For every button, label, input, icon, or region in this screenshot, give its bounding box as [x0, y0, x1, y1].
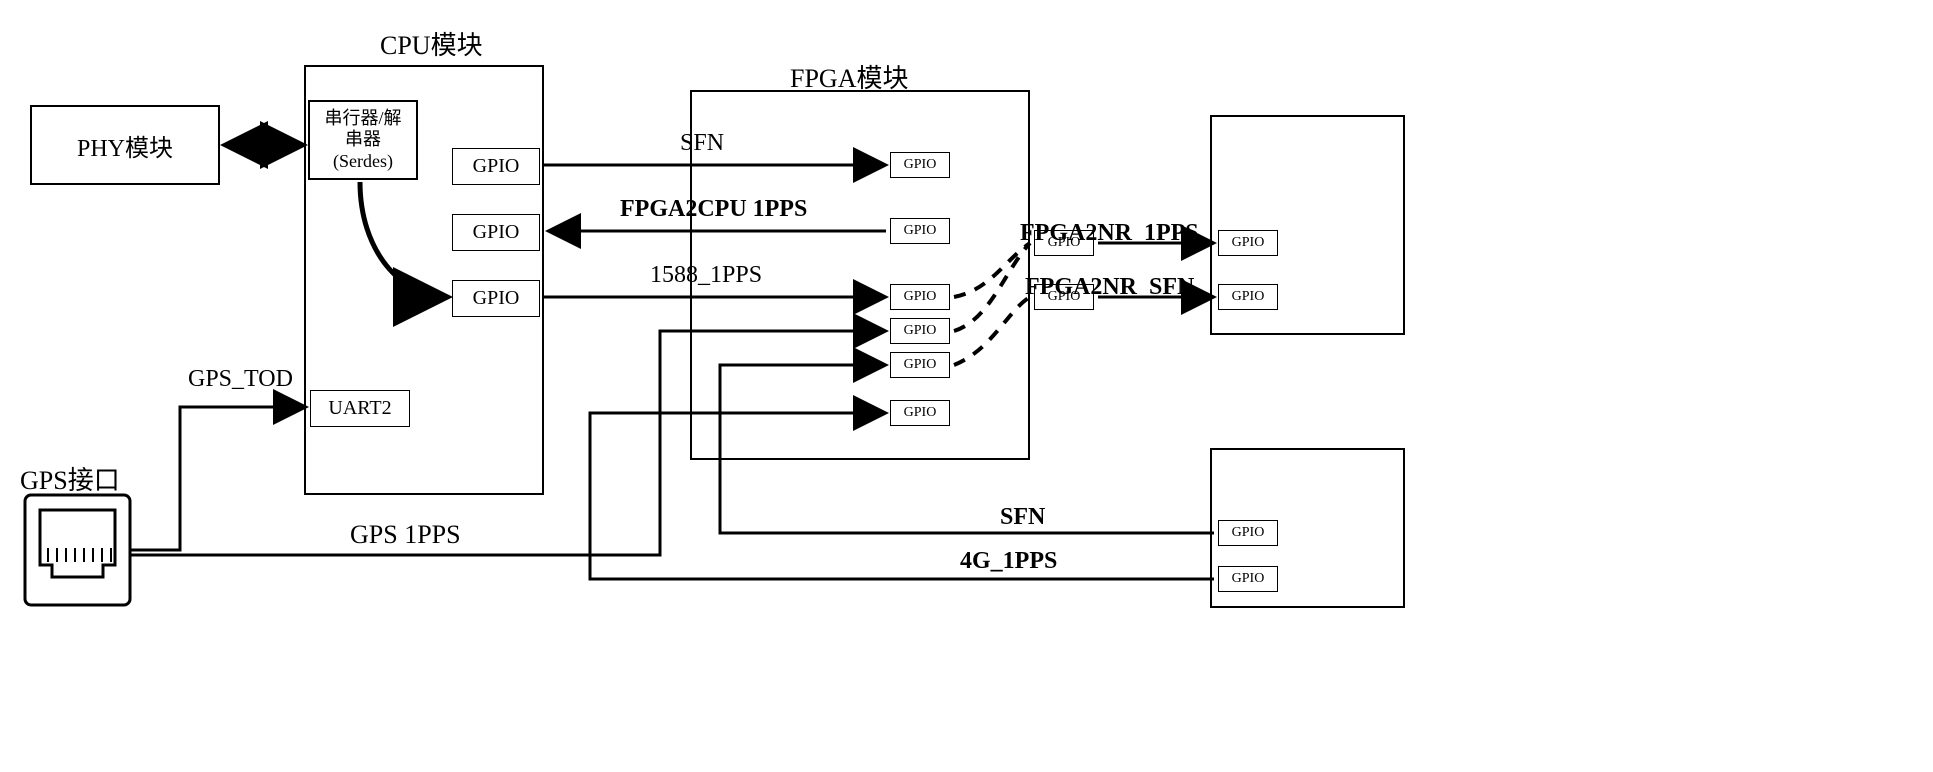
signal-fpga2cpu-1pps: FPGA2CPU 1PPS — [620, 196, 807, 223]
signal-gps-tod: GPS_TOD — [188, 366, 293, 393]
fpga-gpio-gps1pps-in: GPIO — [890, 318, 950, 344]
signal-gps-1pps: GPS 1PPS — [350, 520, 461, 550]
serdes-line2: 串器 — [345, 129, 381, 151]
serdes-line1: 串行器/解 — [324, 108, 401, 130]
phy-module: PHY模块 — [30, 105, 220, 185]
serdes-port: 串行器/解 串器 (Serdes) — [308, 100, 418, 180]
phy-title: PHY模块 — [77, 128, 173, 163]
gps-connector-icon — [25, 495, 130, 605]
gps-interface-title: GPS接口 — [20, 460, 120, 497]
fpga-gpio-sfn-in: GPIO — [890, 152, 950, 178]
serdes-line3: (Serdes) — [333, 151, 393, 173]
baseband1-gpio-sfn: GPIO — [1218, 284, 1278, 310]
cpu-gpio-1588: GPIO — [452, 280, 540, 317]
cpu-title: CPU模块 — [380, 25, 483, 62]
cpu-gpio-fpga2cpu: GPIO — [452, 214, 540, 251]
signal-air-sfn: SFN — [1000, 504, 1045, 531]
airsync-gpio-1pps: GPIO — [1218, 566, 1278, 592]
fpga-gpio-1588-in: GPIO — [890, 284, 950, 310]
airsync-gpio-sfn: GPIO — [1218, 520, 1278, 546]
fpga-gpio-fpga2cpu: GPIO — [890, 218, 950, 244]
signal-fpga2nr-sfn: FPGA2NR_SFN — [1025, 274, 1194, 301]
signal-fpga2nr-1pps: FPGA2NR_1PPS — [1020, 220, 1199, 247]
cpu-gpio-sfn: GPIO — [452, 148, 540, 185]
signal-sfn: SFN — [680, 130, 724, 157]
fpga-gpio-4g1pps-in: GPIO — [890, 400, 950, 426]
signal-air-4g1pps: 4G_1PPS — [960, 548, 1057, 575]
baseband1-gpio-1pps: GPIO — [1218, 230, 1278, 256]
signal-1588-1pps: 1588_1PPS — [650, 262, 762, 289]
cpu-uart2: UART2 — [310, 390, 410, 427]
fpga-gpio-4gsfn-in: GPIO — [890, 352, 950, 378]
